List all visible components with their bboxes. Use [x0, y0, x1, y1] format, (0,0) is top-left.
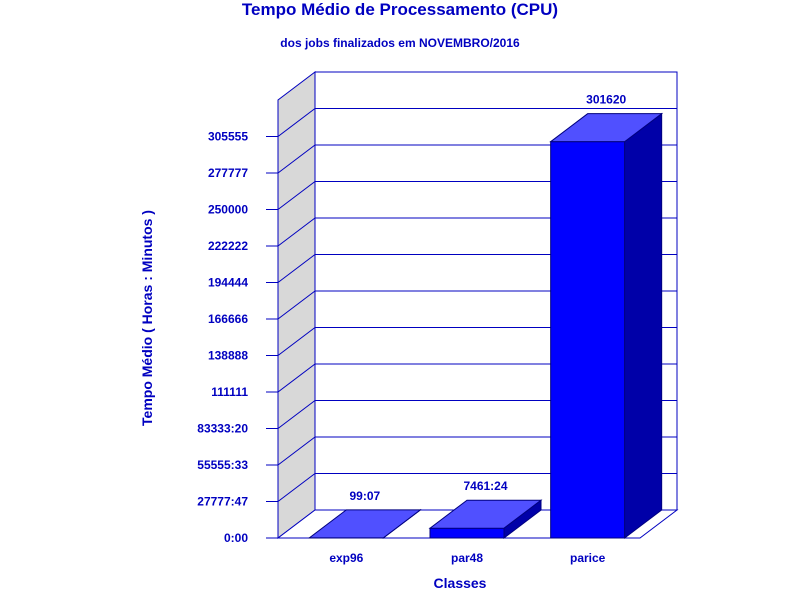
bar-front: [429, 527, 505, 539]
data-label: 99:07: [349, 489, 380, 503]
chart-title: Tempo Médio de Processamento (CPU): [241, 0, 559, 19]
bar-par48: [428, 499, 543, 540]
gridline-side: [277, 436, 316, 466]
x-tick-label: parice: [570, 551, 606, 565]
gridline-side: [277, 363, 316, 393]
y-tick-label: 111111: [211, 385, 248, 399]
y-tick-label: 55555:33: [197, 458, 248, 472]
y-axis-title: Tempo Médio ( Horas : Minutos ): [139, 210, 155, 426]
x-tick-label: par48: [451, 551, 483, 565]
bar-exp96: [307, 508, 422, 540]
y-tick-label: 0:00: [224, 531, 248, 545]
gridline-side: [277, 254, 316, 283]
y-tick-label: 83333:20: [197, 422, 248, 436]
gridline-side: [277, 473, 316, 502]
gridline-side: [277, 217, 316, 247]
bar-top: [549, 113, 664, 143]
x-tick-label: exp96: [329, 551, 363, 565]
gridline-side: [277, 400, 316, 429]
bar-front: [550, 141, 626, 539]
gridline-side: [277, 290, 316, 320]
y-tick-label: 277777: [208, 166, 248, 180]
gridline-side: [277, 108, 316, 137]
y-tick-label: 222222: [208, 239, 248, 253]
y-tick-label: 250000: [208, 203, 248, 217]
gridline-side: [277, 181, 316, 210]
y-tick-label: 27777:47: [197, 495, 248, 509]
y-tick-label: 166666: [208, 312, 248, 326]
bar-top: [428, 499, 543, 529]
bar-side: [624, 112, 663, 540]
bar-top: [307, 509, 422, 539]
y-tick-label: 194444: [208, 276, 248, 290]
bar-parice: [549, 112, 664, 540]
data-label: 7461:24: [463, 479, 507, 493]
data-label: 301620: [586, 93, 626, 107]
y-tick-label: 305555: [208, 130, 248, 144]
chart-subtitle: dos jobs finalizados em NOVEMBRO/2016: [280, 36, 520, 50]
gridline-side: [277, 327, 316, 356]
x-axis-title: Classes: [434, 575, 487, 591]
y-tick-label: 138888: [208, 349, 248, 363]
gridline-side: [277, 144, 316, 174]
